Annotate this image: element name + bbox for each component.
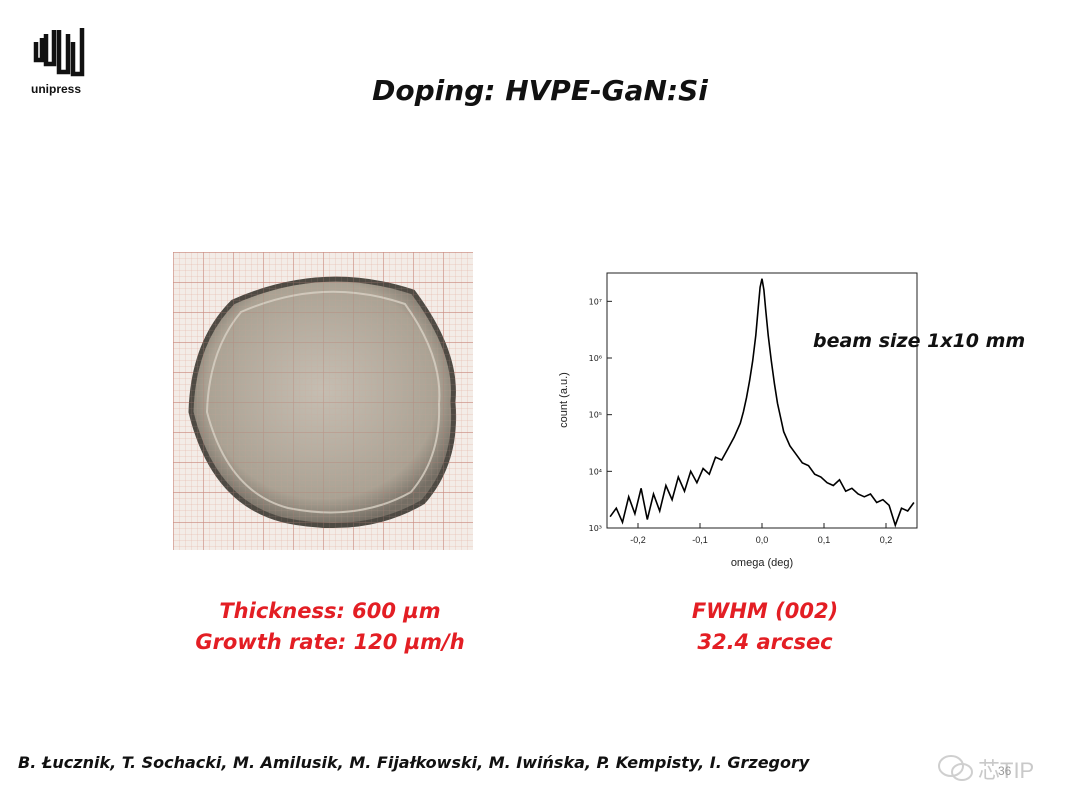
x-axis-label: omega (deg) [731, 557, 793, 569]
sample-properties-caption: Thickness: 600 µm Growth rate: 120 µm/h [180, 596, 480, 658]
y-axis-label: count (a.u.) [558, 372, 570, 428]
wechat-icon [938, 755, 973, 781]
logo-text: unipress [31, 82, 82, 96]
thickness-text: Thickness: 600 µm [219, 599, 441, 623]
xrd-rocking-curve-chart: -0,2 -0,1 0,0 0,1 0,2 10³ 10⁴ 10⁵ 10⁶ 10⁷ omega … [558, 272, 918, 569]
beam-size-note: beam size 1x10 mm [813, 330, 1026, 352]
wafer-photo [173, 252, 473, 550]
y-tick-label: 10⁴ [589, 467, 602, 476]
y-tick-label: 10⁶ [589, 354, 602, 363]
x-tick-label: 0,2 [880, 535, 893, 545]
fwhm-caption: FWHM (002) 32.4 arcsec [620, 596, 910, 658]
y-tick-label: 10⁵ [589, 411, 602, 420]
x-tick-label: 0,1 [818, 535, 831, 545]
authors-line: B. Łucznik, T. Sochacki, M. Amilusik, M.… [18, 753, 810, 772]
watermark-text: 芯TIP [978, 758, 1035, 783]
y-tick-label: 10³ [589, 524, 602, 533]
y-tick-label: 10⁷ [589, 297, 602, 306]
slide-title: Doping: HVPE-GaN:Si [372, 74, 708, 107]
x-tick-label: -0,2 [630, 535, 646, 545]
growth-rate-text: Growth rate: 120 µm/h [195, 630, 465, 654]
plot-frame [606, 272, 918, 529]
fwhm-value: 32.4 arcsec [697, 630, 833, 654]
unipress-logo [33, 28, 85, 77]
series-line [609, 278, 915, 528]
x-tick-label: 0,0 [756, 535, 769, 545]
x-tick-label: -0,1 [692, 535, 708, 545]
fwhm-label: FWHM (002) [691, 599, 839, 623]
page-number: 36 [998, 764, 1012, 778]
